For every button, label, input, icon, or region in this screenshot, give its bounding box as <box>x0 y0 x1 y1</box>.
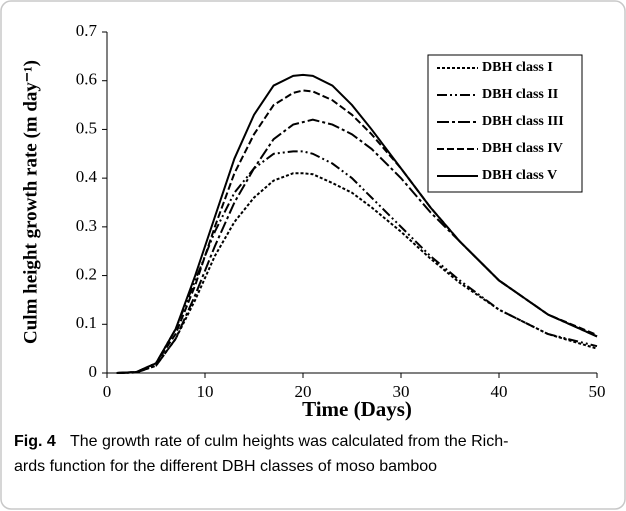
x-tick-label: 50 <box>589 382 606 401</box>
x-tick-label: 0 <box>103 382 112 401</box>
x-axis-label: Time (Days) <box>302 397 412 421</box>
legend-label: DBH class II <box>482 87 558 102</box>
caption-text: ards function for the different DBH clas… <box>14 458 437 475</box>
legend-label: DBH class IV <box>482 141 563 156</box>
y-tick-label: 0.3 <box>76 216 97 235</box>
y-tick-label: 0.6 <box>76 70 97 89</box>
y-tick-label: 0.7 <box>76 21 98 40</box>
y-axis-label: Culm height growth rate (m day⁻¹) <box>20 60 41 344</box>
legend-box <box>427 54 583 193</box>
y-tick-label: 0.2 <box>76 264 97 283</box>
y-tick-label: 0.1 <box>76 313 97 332</box>
line-series <box>116 172 598 374</box>
caption-text: The growth rate of culm heights was calc… <box>70 433 508 450</box>
legend-label: DBH class V <box>482 168 557 183</box>
y-tick-label: 0 <box>89 362 98 381</box>
caption-label: Fig. 4 <box>14 433 56 450</box>
x-tick-label: 40 <box>491 382 508 401</box>
x-tick-label: 10 <box>197 382 214 401</box>
x-tick-label: 30 <box>393 382 410 401</box>
x-tick-label: 20 <box>295 382 312 401</box>
line-series <box>116 73 598 374</box>
y-tick-label: 0.4 <box>76 167 98 186</box>
y-tick-label: 0.5 <box>76 118 97 137</box>
line-series <box>116 118 598 374</box>
legend-label: DBH class III <box>482 114 564 129</box>
legend-label: DBH class I <box>482 60 553 75</box>
